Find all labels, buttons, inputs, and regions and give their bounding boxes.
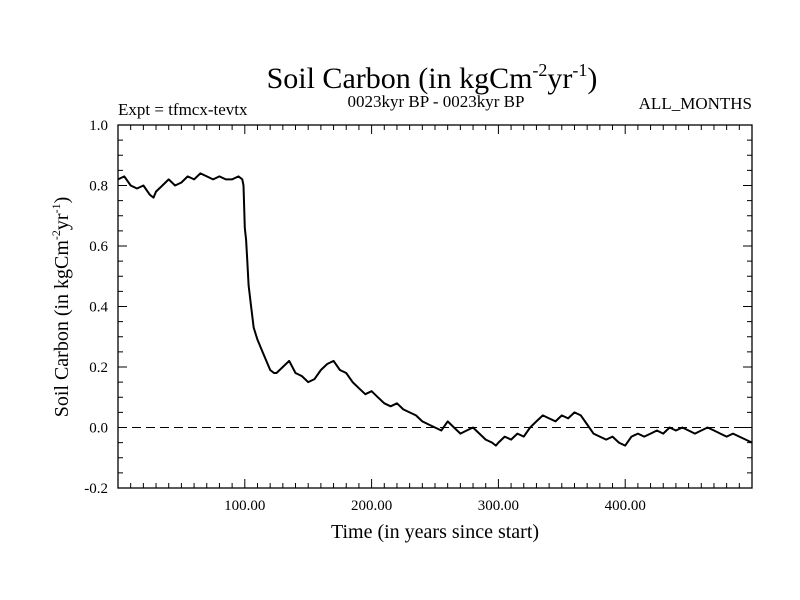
chart-title: Soil Carbon (in kgCm-2yr-1)	[267, 60, 598, 95]
y-tick-label: -0.2	[84, 481, 108, 497]
series-layer	[117, 172, 753, 447]
x-tick-label: 300.00	[478, 498, 519, 514]
period-label: 0023kyr BP - 0023kyr BP	[348, 92, 525, 111]
x-axis-label: Time (in years since start)	[331, 521, 539, 543]
experiment-label: Expt = tfmcx-tevtx	[118, 100, 248, 119]
y-tick-label: 0.6	[89, 239, 108, 255]
y-tick-label: 0.8	[89, 179, 108, 195]
months-label: ALL_MONTHS	[639, 94, 752, 113]
y-axis-label: Soil Carbon (in kgCm-2yr-1)	[49, 197, 73, 418]
y-tick-label: 0.2	[89, 360, 108, 376]
axis-tick-labels: 100.00 200.00 300.00 400.00 -0.2 0.0 0.2 0.4 0.6…	[84, 118, 646, 514]
x-tick-label: 100.00	[224, 498, 265, 514]
axis-ticks	[118, 125, 752, 488]
plot-frame	[117, 124, 753, 489]
y-tick-label: 0.4	[89, 300, 108, 316]
y-tick-label: 0.0	[89, 421, 108, 437]
series-line-soil-carbon	[117, 172, 753, 447]
y-tick-label: 1.0	[89, 118, 108, 134]
x-tick-label: 400.00	[605, 498, 646, 514]
x-tick-label: 200.00	[351, 498, 392, 514]
